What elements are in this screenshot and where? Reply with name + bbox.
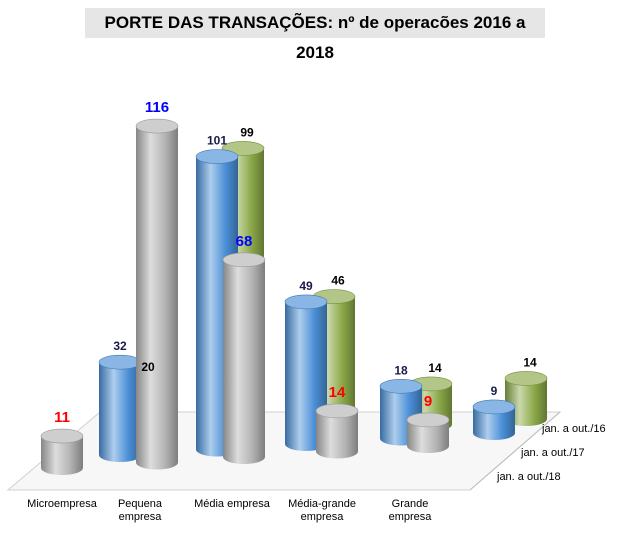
bar-body <box>41 436 83 475</box>
value-labels: 20 99 46 14 14 32 101 49 18 9 11 116 68 14 9 <box>54 99 537 426</box>
value-label: 32 <box>113 339 127 353</box>
value-label: 9 <box>424 393 432 410</box>
bar-jan-a-out-18-4 <box>406 412 450 453</box>
chart-title-background <box>85 8 545 38</box>
bar-jan-a-out-18-0 <box>40 428 84 475</box>
value-label: 14 <box>428 361 442 375</box>
bar-top <box>504 371 548 386</box>
category-label: Média empresa <box>194 498 271 510</box>
bar-jan-a-out-18-2 <box>222 252 266 464</box>
bar-top <box>379 378 423 394</box>
value-label: 49 <box>299 279 313 293</box>
bars-group <box>40 118 548 475</box>
bar-body <box>223 259 265 464</box>
bar-body <box>505 378 547 426</box>
bar-top <box>222 252 266 268</box>
legend-label: jan. a out./17 <box>520 447 585 459</box>
depth-axis-legend: jan. a out./16 jan. a out./17 jan. a out./… <box>496 423 606 483</box>
bar-jan-a-out-17-0 <box>98 354 142 462</box>
value-label: 20 <box>141 360 155 374</box>
value-label: 101 <box>207 134 227 148</box>
value-label: 68 <box>236 233 253 250</box>
value-label: 46 <box>331 274 345 288</box>
bar-top <box>135 118 179 134</box>
chart-title: PORTE DAS TRANSAÇÕES: nº de operacões 20… <box>104 13 526 62</box>
value-label: 9 <box>491 384 498 398</box>
category-label: Microempresa <box>27 498 98 510</box>
legend-label: jan. a out./16 <box>541 423 606 435</box>
legend-label: jan. a out./18 <box>496 471 561 483</box>
bar-body <box>473 406 515 440</box>
bar-jan-a-out-16-4 <box>504 371 548 426</box>
category-label: Pequena empresa <box>118 498 163 523</box>
bar-body <box>136 126 178 470</box>
value-label: 116 <box>145 99 169 116</box>
depth-axis-line <box>469 411 561 491</box>
bar-body <box>407 419 449 453</box>
bar-top <box>406 412 450 428</box>
value-label: 14 <box>523 355 537 369</box>
bar-top <box>40 428 84 444</box>
value-label: 99 <box>240 125 254 139</box>
bar-top <box>195 149 239 164</box>
category-label: Média-grande empresa <box>288 498 356 523</box>
value-label: 14 <box>329 384 346 401</box>
bar-top <box>315 403 359 419</box>
value-label: 18 <box>394 363 408 377</box>
category-label: Grande empresa <box>389 498 433 523</box>
value-label: 11 <box>54 409 70 426</box>
bar-body <box>99 362 141 462</box>
bar-jan-a-out-17-4 <box>472 399 516 440</box>
category-axis: Microempresa Pequena empresa Média empresa M… <box>27 498 432 523</box>
bar-body <box>316 410 358 459</box>
bar-jan-a-out-18-1 <box>135 118 179 470</box>
bar-top <box>98 354 142 370</box>
bar-top <box>284 294 328 310</box>
bar-jan-a-out-18-3 <box>315 403 359 459</box>
bar-top <box>472 399 516 415</box>
